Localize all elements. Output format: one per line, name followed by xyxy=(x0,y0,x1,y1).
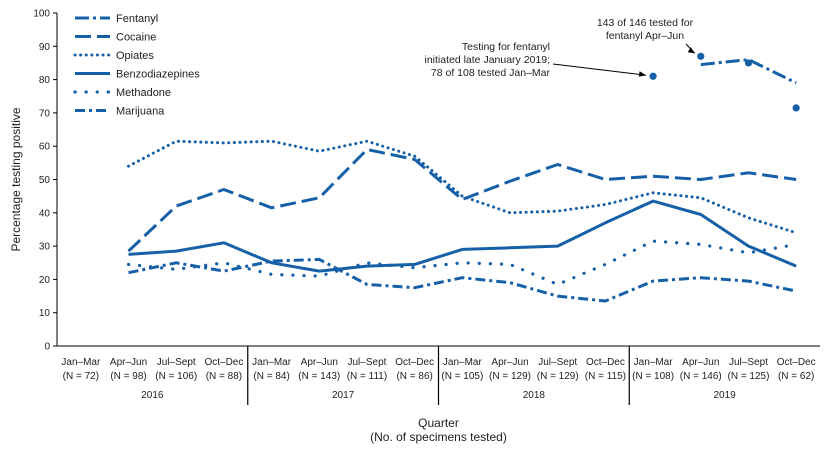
x-axis-subtitle: (No. of specimens tested) xyxy=(370,430,507,444)
annotation-line: 78 of 108 tested Jan–Mar xyxy=(431,67,551,79)
x-tick-count: (N = 86) xyxy=(396,371,432,382)
y-tick-label: 100 xyxy=(33,9,50,20)
x-tick-label: Oct–Dec xyxy=(586,357,625,368)
x-tick-label: Jul–Sept xyxy=(348,357,387,368)
legend-label: Opiates xyxy=(116,50,154,62)
x-tick-label: Jul–Sept xyxy=(729,357,768,368)
legend-label: Cocaine xyxy=(116,32,156,44)
x-tick-label: Apr–Jun xyxy=(491,357,528,368)
x-tick-count: (N = 115) xyxy=(585,371,626,382)
x-tick-count: (N = 88) xyxy=(206,371,242,382)
fentanyl-point xyxy=(792,104,800,112)
series-line-opiates xyxy=(127,139,798,235)
x-tick-count: (N = 105) xyxy=(441,371,483,382)
x-tick-count: (N = 106) xyxy=(155,371,197,382)
x-tick-label: Apr–Jun xyxy=(301,357,338,368)
x-tick-count: (N = 84) xyxy=(253,371,289,382)
x-tick-label: Apr–Jun xyxy=(682,357,719,368)
annotation-line: fentanyl Apr–Jun xyxy=(606,30,684,42)
y-tick-label: 30 xyxy=(39,242,51,253)
x-tick-label: Oct–Dec xyxy=(777,357,816,368)
fentanyl-point xyxy=(744,59,753,67)
annotation-arrowhead xyxy=(687,47,695,54)
x-tick-count: (N = 146) xyxy=(680,371,722,382)
x-tick-count: (N = 98) xyxy=(110,371,146,382)
x-tick-label: Jul–Sept xyxy=(538,357,577,368)
x-tick-label: Jan–Mar xyxy=(443,357,483,368)
x-tick-label: Apr–Jun xyxy=(110,357,147,368)
x-tick-count: (N = 129) xyxy=(537,371,579,382)
series-line-fentanyl xyxy=(700,58,797,85)
fentanyl-point xyxy=(649,72,657,80)
y-tick-label: 90 xyxy=(39,42,51,53)
x-axis-title: Quarter xyxy=(418,416,459,430)
y-axis-title: Percentage testing positive xyxy=(9,107,23,251)
x-tick-count: (N = 72) xyxy=(63,371,99,382)
y-tick-label: 60 xyxy=(39,142,51,153)
x-tick-label: Jul–Sept xyxy=(157,357,196,368)
y-tick-label: 10 xyxy=(39,308,51,319)
annotation-line: 143 of 146 tested for xyxy=(597,17,694,29)
legend-label: Methadone xyxy=(116,87,171,99)
series-line-marijuana xyxy=(128,257,797,303)
x-tick-label: Jan–Mar xyxy=(634,357,674,368)
x-tick-label: Jan–Mar xyxy=(252,357,292,368)
y-tick-label: 0 xyxy=(44,342,50,353)
x-tick-label: Jan–Mar xyxy=(61,357,101,368)
x-tick-label: Oct–Dec xyxy=(204,357,243,368)
year-label: 2019 xyxy=(714,390,737,401)
x-tick-count: (N = 143) xyxy=(298,371,340,382)
y-tick-label: 20 xyxy=(39,275,51,286)
series-line-cocaine xyxy=(127,148,797,253)
x-tick-count: (N = 62) xyxy=(778,371,814,382)
x-tick-count: (N = 125) xyxy=(727,371,769,382)
x-tick-label: Oct–Dec xyxy=(395,357,434,368)
legend-label: Marijuana xyxy=(116,106,165,118)
y-tick-label: 40 xyxy=(39,208,51,219)
legend-label: Fentanyl xyxy=(116,13,158,25)
x-tick-count: (N = 111) xyxy=(347,371,387,382)
fentanyl-point xyxy=(697,52,705,60)
annotation-leader xyxy=(552,63,647,76)
y-tick-label: 80 xyxy=(39,75,51,86)
annotation-line: initiated late January 2019; xyxy=(424,54,550,66)
annotation-line: Testing for fentanyl xyxy=(462,41,550,53)
year-label: 2016 xyxy=(141,390,164,401)
y-tick-label: 70 xyxy=(39,108,51,119)
year-label: 2018 xyxy=(523,390,546,401)
legend-label: Benzodiazepines xyxy=(116,69,200,81)
series-line-benzodiazepines xyxy=(128,199,797,273)
x-tick-count: (N = 108) xyxy=(632,371,674,382)
y-tick-label: 50 xyxy=(39,175,51,186)
annotation-arrowhead xyxy=(638,71,647,77)
x-tick-count: (N = 129) xyxy=(489,371,531,382)
year-label: 2017 xyxy=(332,390,355,401)
